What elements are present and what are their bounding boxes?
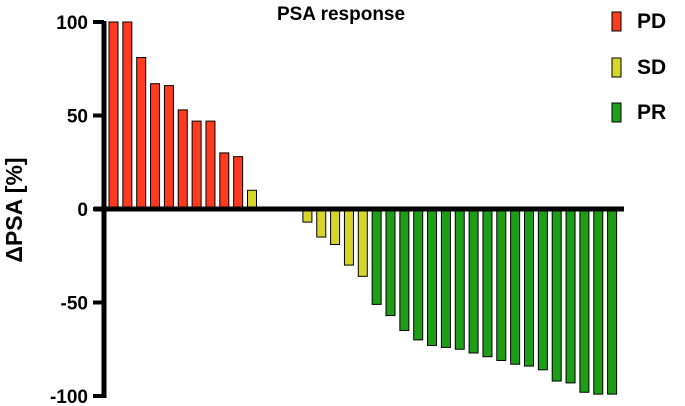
bar-pd xyxy=(177,109,188,210)
legend-swatch-sd xyxy=(611,57,622,78)
bar-sd xyxy=(330,208,341,246)
bar-pr xyxy=(427,208,438,347)
bar-sd xyxy=(247,189,257,210)
bar-pd xyxy=(136,57,147,210)
bar-pr xyxy=(607,208,618,395)
bar-pd xyxy=(219,152,230,210)
y-tick-label: 100 xyxy=(56,13,88,34)
bar-pr xyxy=(440,208,451,348)
y-tick-label: -100 xyxy=(50,387,88,406)
bar-pd xyxy=(191,120,202,210)
bar-pr xyxy=(454,208,465,350)
legend: PD SD PR xyxy=(611,10,666,124)
bar-pr xyxy=(524,208,534,367)
bar-pr xyxy=(579,208,590,393)
legend-label-pr: PR xyxy=(637,101,666,124)
y-tick-label: 0 xyxy=(77,200,88,221)
bar-pd xyxy=(108,21,119,210)
bar-sd xyxy=(316,208,327,238)
bar-pr xyxy=(565,208,576,384)
y-tick-label: 50 xyxy=(67,107,88,128)
bar-pd xyxy=(205,120,216,210)
bar-pr xyxy=(385,208,396,317)
y-tick-label: -50 xyxy=(61,294,88,315)
bar-sd xyxy=(343,208,354,266)
y-ticks-group: 100 50 0 -50 -100 xyxy=(50,13,104,406)
bar-pr xyxy=(482,208,493,358)
chart-title: PSA response xyxy=(277,4,405,25)
bar-pr xyxy=(593,208,604,395)
legend-label-sd: SD xyxy=(637,56,666,79)
bars-group xyxy=(108,21,618,395)
bar-pr xyxy=(551,208,562,382)
legend-swatch-pr xyxy=(611,102,622,123)
legend-label-pd: PD xyxy=(637,10,666,33)
bar-pr xyxy=(371,208,382,305)
bar-pd xyxy=(233,156,244,210)
y-axis-label: ΔPSA [%] xyxy=(1,157,27,262)
bar-pr xyxy=(510,208,521,365)
bar-pd xyxy=(122,21,133,210)
bar-pr xyxy=(413,208,424,341)
bar-pr xyxy=(468,208,479,354)
bar-pr xyxy=(496,208,507,361)
legend-swatch-pd xyxy=(611,11,622,32)
bar-pd xyxy=(150,83,161,210)
bar-pr xyxy=(399,208,410,332)
bar-sd xyxy=(357,208,368,277)
bar-pd xyxy=(163,85,174,210)
bar-pr xyxy=(537,208,548,371)
